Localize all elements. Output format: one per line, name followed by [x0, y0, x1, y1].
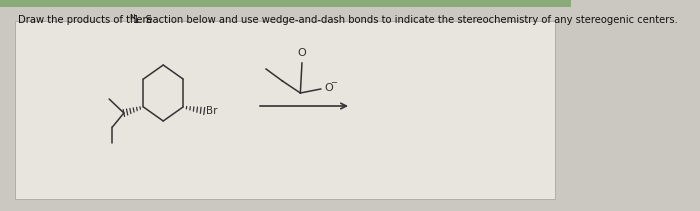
Text: 1 reaction below and use wedge-and-dash bonds to indicate the stereochemistry of: 1 reaction below and use wedge-and-dash …: [133, 15, 678, 25]
Text: Br: Br: [206, 106, 218, 116]
FancyBboxPatch shape: [15, 21, 555, 199]
Text: N: N: [130, 14, 135, 19]
Text: O: O: [298, 48, 307, 58]
Text: Draw the products of the S: Draw the products of the S: [18, 15, 152, 25]
Text: −: −: [330, 78, 337, 88]
Text: O: O: [324, 83, 332, 93]
Bar: [0, 0, 571, 7]
